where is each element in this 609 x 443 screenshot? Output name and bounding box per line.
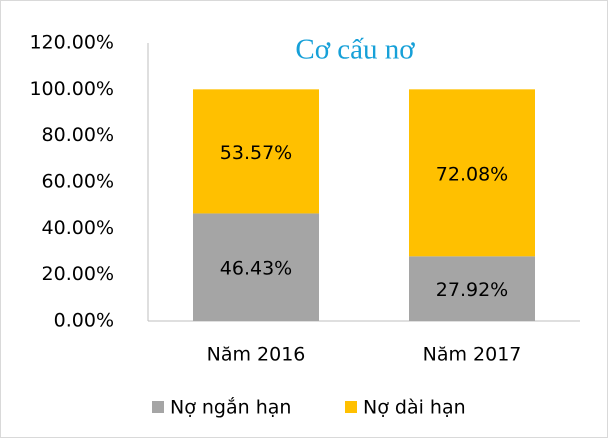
x-tick-label: Năm 2016 bbox=[207, 344, 306, 366]
data-label: 46.43% bbox=[220, 258, 292, 280]
bar-segment bbox=[193, 213, 319, 321]
data-label: 53.57% bbox=[220, 142, 292, 164]
y-tick-label: 0.00% bbox=[54, 310, 114, 332]
legend-label: Nợ ngắn hạn bbox=[170, 396, 291, 419]
chart-title: Cơ cấu nơ bbox=[295, 34, 415, 66]
y-tick-label: 120.00% bbox=[29, 32, 114, 54]
bar-segment bbox=[409, 89, 535, 257]
legend-swatch bbox=[152, 401, 164, 413]
data-label: 72.08% bbox=[436, 163, 508, 185]
y-tick-label: 40.00% bbox=[42, 217, 114, 239]
legend-swatch bbox=[345, 401, 357, 413]
legend-label: Nợ dài hạn bbox=[363, 397, 466, 419]
bar-segment bbox=[193, 89, 319, 214]
y-tick-label: 20.00% bbox=[42, 263, 114, 285]
y-tick-label: 100.00% bbox=[29, 78, 114, 100]
x-tick-label: Năm 2017 bbox=[423, 344, 522, 366]
data-label: 27.92% bbox=[436, 279, 508, 301]
bar-segment bbox=[409, 256, 535, 321]
y-tick-label: 80.00% bbox=[42, 124, 114, 146]
y-tick-label: 60.00% bbox=[42, 171, 114, 193]
